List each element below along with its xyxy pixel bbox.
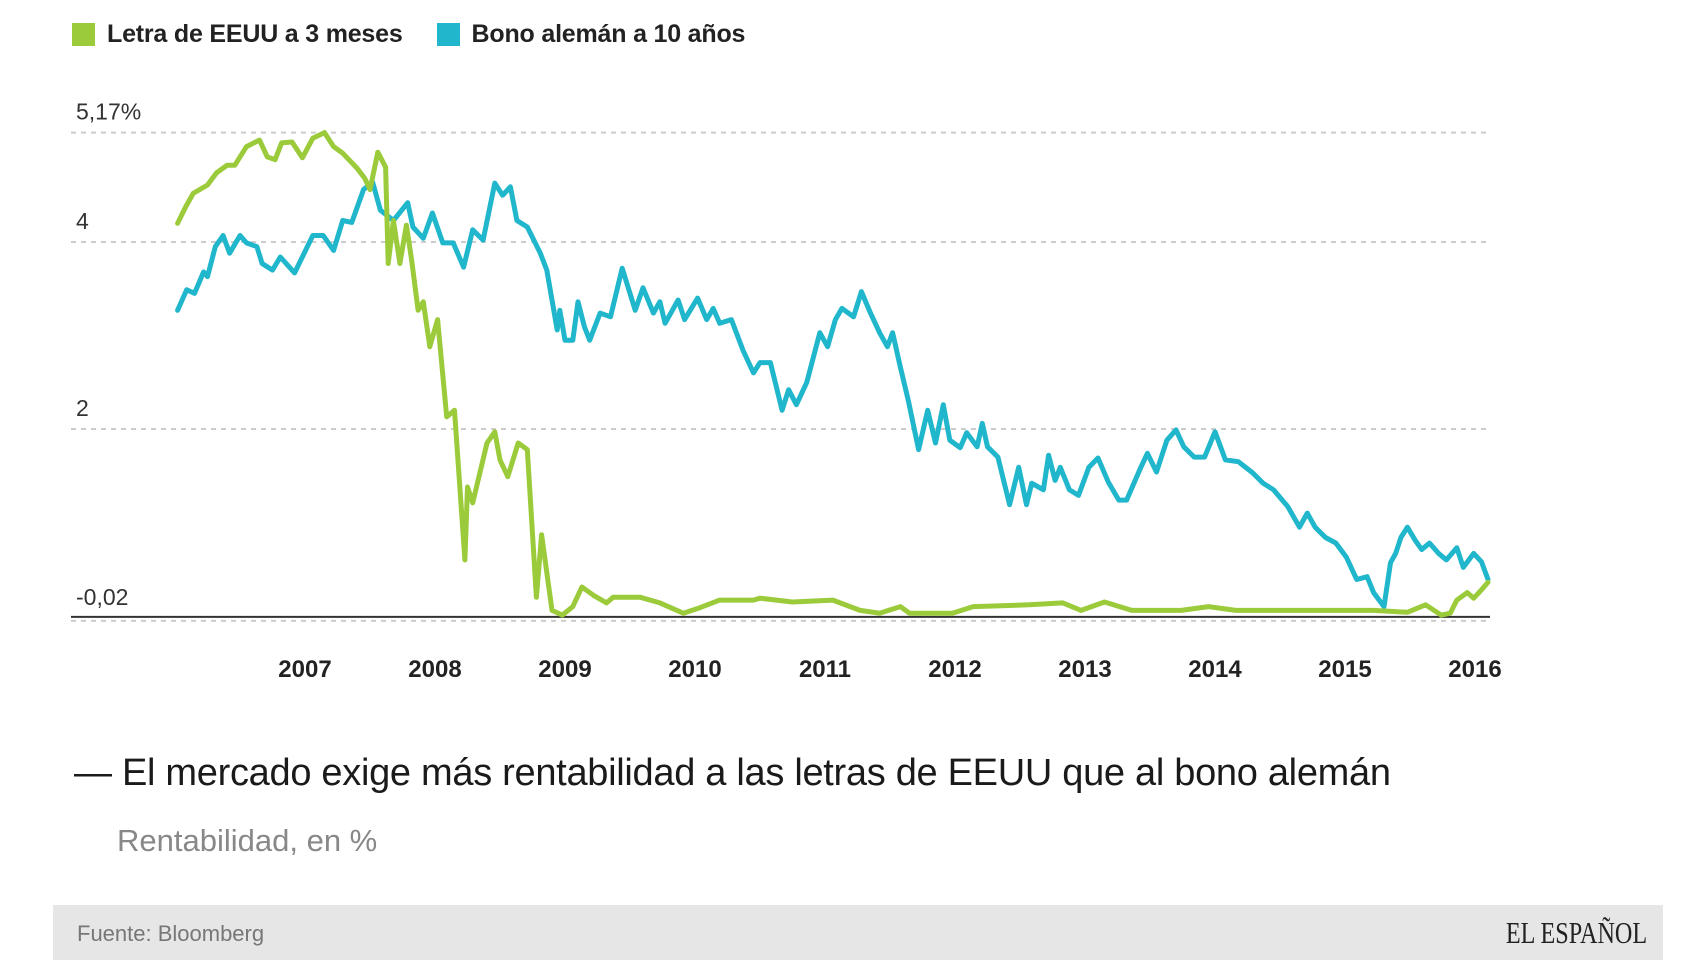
x-tick-label: 2011 — [799, 656, 851, 683]
x-axis-labels: 2007 2008 2009 2010 2011 2012 2013 2014 2015 2016 — [278, 656, 1501, 683]
y-tick-label: 5,17% — [76, 99, 141, 125]
x-tick-label: 2010 — [668, 656, 721, 683]
gridlines — [71, 131, 1490, 622]
x-tick-label: 2015 — [1318, 656, 1371, 683]
y-tick-label: 2 — [76, 395, 89, 421]
chart-subtitle: Rentabilidad, en % — [117, 823, 378, 858]
legend-item-us-bill: Letra de EEUU a 3 meses — [72, 20, 403, 49]
line-chart: 5,17% 4 2 -0,02 2007 2008 2009 2010 2011 2012 201… — [71, 99, 1502, 683]
y-tick-label: -0,02 — [76, 584, 128, 610]
x-tick-label: 2012 — [928, 656, 981, 683]
series-lines — [175, 130, 1491, 618]
chart-legend: Letra de EEUU a 3 meses Bono alemán a 10… — [72, 17, 779, 51]
x-tick-label: 2013 — [1058, 656, 1111, 683]
legend-swatch-blue — [436, 22, 460, 46]
source-text: Fuente: Bloomberg — [77, 921, 265, 946]
y-axis-labels: 5,17% 4 2 -0,02 — [76, 99, 141, 610]
legend-label-german-bond: Bono alemán a 10 años — [471, 19, 746, 48]
y-tick-label: 4 — [76, 208, 89, 234]
x-tick-label: 2007 — [278, 656, 331, 683]
legend-swatch-green — [72, 22, 95, 46]
x-tick-label: 2008 — [408, 656, 461, 683]
footer-bar: Fuente: Bloomberg EL ESPAÑOL — [53, 905, 1663, 960]
series-line-german-bond — [175, 179, 1491, 610]
legend-label-us-bill: Letra de EEUU a 3 meses — [107, 19, 403, 48]
x-tick-label: 2014 — [1188, 656, 1242, 683]
legend-item-german-bond: Bono alemán a 10 años — [436, 19, 746, 49]
title-text: El mercado exige más rentabilidad a las … — [121, 752, 1391, 794]
chart-title: — El mercado exige más rentabilidad a la… — [74, 752, 1391, 795]
series-line-us-bill — [175, 130, 1491, 618]
el-espanol-logo: EL ESPAÑOL — [1505, 915, 1647, 950]
title-dash: — — [74, 752, 112, 794]
x-tick-label: 2016 — [1448, 656, 1501, 683]
x-tick-label: 2009 — [538, 656, 591, 683]
